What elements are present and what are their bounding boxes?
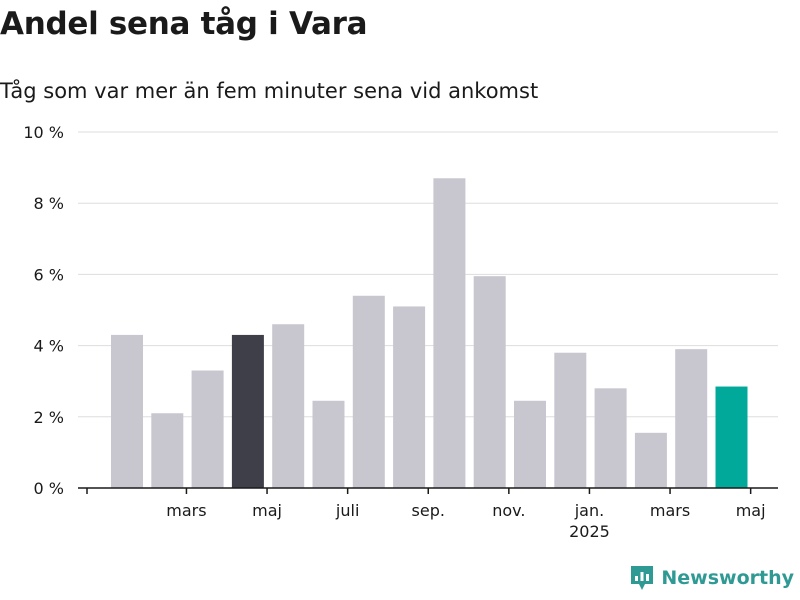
- x-tick-label: mars: [650, 501, 690, 520]
- bar: [151, 413, 184, 488]
- bar: [514, 400, 546, 488]
- newsworthy-logo: Newsworthy: [629, 564, 794, 592]
- bar: [675, 349, 708, 488]
- bar: [231, 334, 264, 488]
- y-tick-label: 2 %: [34, 408, 64, 427]
- x-tick-year-label: 2025: [569, 522, 610, 541]
- y-tick-label: 8 %: [34, 194, 64, 213]
- bar: [191, 370, 224, 488]
- y-axis-tick-labels: 0 % 2 % 4 % 6 % 8 % 10 %: [23, 123, 64, 498]
- x-tick-label: nov.: [492, 501, 525, 520]
- x-tick-label: jan.: [574, 501, 604, 520]
- x-axis-tick-labels: mars maj juli sep. nov. jan. 2025 mars maj: [166, 501, 765, 541]
- bar: [715, 386, 748, 488]
- gridlines: [78, 131, 778, 418]
- bars: [111, 178, 748, 488]
- x-tick-label: maj: [252, 501, 282, 520]
- y-tick-label: 4 %: [34, 337, 64, 356]
- bar: [272, 324, 305, 488]
- bar: [554, 352, 587, 488]
- bar: [594, 388, 627, 488]
- bar: [352, 295, 385, 488]
- brand-name: Newsworthy: [661, 567, 794, 589]
- x-axis: [78, 487, 778, 494]
- bar: [393, 306, 426, 488]
- bar: [473, 276, 506, 488]
- x-tick-label: maj: [736, 501, 766, 520]
- x-tick-label: sep.: [412, 501, 445, 520]
- y-tick-label: 10 %: [23, 123, 64, 142]
- y-tick-label: 0 %: [34, 479, 64, 498]
- chart-subtitle: Tåg som var mer än fem minuter sena vid …: [0, 79, 539, 103]
- y-tick-label: 6 %: [34, 265, 64, 284]
- x-tick-label: mars: [166, 501, 206, 520]
- chart-title: Andel sena tåg i Vara: [0, 6, 368, 42]
- bar: [433, 178, 466, 488]
- newsworthy-logo-icon: [631, 566, 654, 590]
- bar: [312, 400, 345, 488]
- bar: [111, 334, 143, 488]
- x-tick-label: juli: [335, 501, 359, 520]
- bar: [634, 432, 667, 488]
